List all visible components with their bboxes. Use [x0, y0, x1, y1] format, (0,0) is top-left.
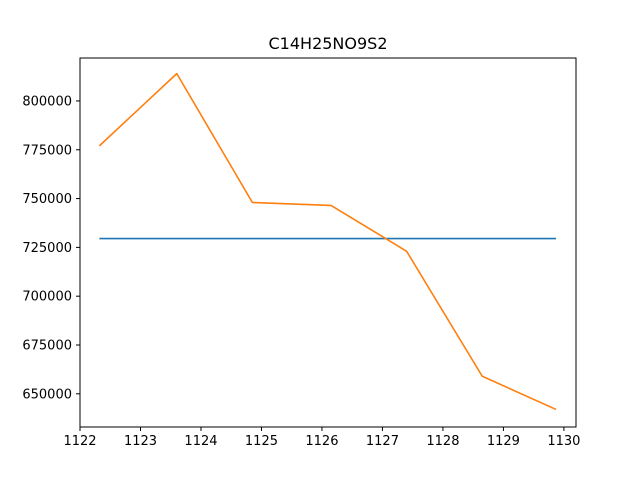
x-tick-label: 1130 — [547, 434, 580, 449]
y-tick-label: 725000 — [22, 241, 72, 256]
x-tick-label: 1129 — [487, 434, 520, 449]
x-tick-label: 1123 — [124, 434, 157, 449]
series-line-2 — [98, 72, 557, 411]
series-layer — [98, 72, 557, 411]
y-tick-label: 800000 — [22, 94, 72, 109]
x-tick-label: 1127 — [366, 434, 399, 449]
y-tick-label: 775000 — [22, 143, 72, 158]
y-tick-label: 700000 — [22, 290, 72, 305]
x-tick-label: 1122 — [63, 434, 96, 449]
y-tick-label: 750000 — [22, 192, 72, 207]
y-tick-label: 675000 — [22, 339, 72, 354]
plot-frame — [79, 57, 577, 428]
chart-title: C14H25NO9S2 — [269, 34, 388, 53]
x-tick-label: 1124 — [184, 434, 217, 449]
x-tick-label: 1128 — [426, 434, 459, 449]
axes-layer: 1122 1123 1124 1125 1126 1127 1128 1129 1130 6500… — [22, 94, 580, 449]
x-tick-label: 1126 — [305, 434, 338, 449]
y-tick-label: 650000 — [22, 387, 72, 402]
x-tick-label: 1125 — [245, 434, 278, 449]
